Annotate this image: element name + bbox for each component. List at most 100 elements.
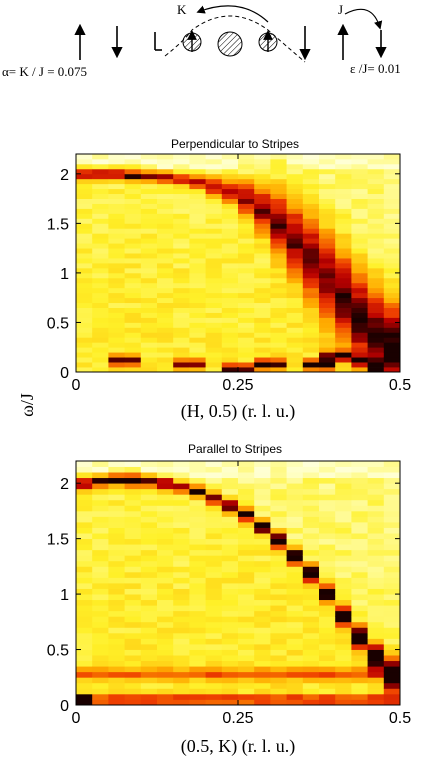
heatmap-cell bbox=[238, 494, 255, 501]
heatmap-cell bbox=[351, 477, 368, 484]
heatmap-cell bbox=[286, 522, 304, 528]
heatmap-cell bbox=[302, 677, 320, 684]
heatmap-cell bbox=[108, 571, 125, 578]
x-axis-label: (H, 0.5) (r. l. u.) bbox=[181, 401, 295, 422]
heatmap-cell bbox=[383, 154, 401, 160]
heatmap-cell bbox=[286, 666, 304, 673]
heatmap-cell bbox=[383, 560, 401, 567]
heatmap-cell bbox=[286, 505, 304, 512]
heatmap-cell bbox=[76, 488, 93, 495]
heatmap-cell bbox=[124, 472, 142, 479]
heatmap-cell bbox=[124, 168, 142, 175]
heatmap-cell bbox=[140, 312, 158, 318]
heatmap-cell bbox=[108, 527, 125, 534]
heatmap-cell bbox=[157, 357, 174, 363]
heatmap-cell bbox=[319, 154, 336, 160]
heatmap-cell bbox=[173, 154, 190, 160]
heatmap-cell bbox=[76, 317, 93, 323]
heatmap-cell bbox=[367, 322, 385, 328]
heatmap-cell bbox=[173, 223, 190, 229]
heatmap-cell bbox=[319, 178, 336, 185]
heatmap-cell bbox=[335, 583, 352, 589]
heatmap-cell bbox=[205, 337, 223, 343]
heatmap-cell bbox=[221, 302, 239, 308]
heatmap-cell bbox=[367, 168, 385, 175]
heatmap-cell bbox=[335, 594, 352, 601]
heatmap-cell bbox=[157, 466, 174, 473]
heatmap-cell bbox=[189, 322, 206, 328]
heatmap-cell bbox=[238, 538, 255, 545]
heatmap-cell bbox=[270, 198, 287, 204]
heatmap-cell bbox=[76, 168, 93, 175]
heatmap-cell bbox=[367, 163, 385, 170]
heatmap-cell bbox=[205, 599, 223, 606]
heatmap-cell bbox=[76, 660, 93, 667]
heatmap-cell bbox=[383, 660, 401, 667]
heatmap-cell bbox=[76, 322, 93, 328]
heatmap-cell bbox=[319, 610, 336, 617]
heatmap-cell bbox=[319, 588, 336, 595]
heatmap-cell bbox=[238, 233, 255, 239]
heatmap-cell bbox=[76, 228, 93, 234]
heatmap-cell bbox=[383, 198, 401, 204]
heatmap-cell bbox=[205, 671, 223, 678]
heatmap-cell bbox=[76, 208, 93, 214]
heatmap-cell bbox=[351, 466, 368, 473]
heatmap-cell bbox=[108, 248, 125, 254]
heatmap-cell bbox=[302, 292, 320, 299]
heatmap-cell bbox=[335, 307, 352, 313]
heatmap-cell bbox=[335, 178, 352, 185]
heatmap-cell bbox=[367, 277, 385, 284]
heatmap-cell bbox=[108, 494, 125, 501]
heatmap-cell bbox=[383, 277, 401, 284]
heatmap-cell bbox=[302, 644, 320, 650]
heatmap-cell bbox=[173, 616, 190, 623]
heatmap-cell bbox=[76, 461, 93, 467]
heatmap-cell bbox=[351, 483, 368, 490]
heatmap-cell bbox=[238, 228, 255, 234]
heatmap-cell bbox=[205, 677, 223, 684]
heatmap-cell bbox=[254, 527, 271, 534]
heatmap-cell bbox=[221, 483, 239, 490]
heatmap-cell bbox=[157, 461, 174, 467]
heatmap-cell bbox=[140, 327, 158, 333]
heatmap-cell bbox=[286, 312, 304, 318]
heatmap-cell bbox=[335, 297, 352, 304]
heatmap-cell bbox=[351, 367, 368, 373]
heatmap-cell bbox=[335, 263, 352, 269]
heatmap-cell bbox=[173, 599, 190, 606]
heatmap-cell bbox=[108, 549, 125, 556]
heatmap-cell bbox=[270, 699, 287, 706]
heatmap-cell bbox=[270, 466, 287, 473]
heatmap-cell bbox=[173, 461, 190, 467]
heatmap-cell bbox=[319, 566, 336, 573]
heatmap-cell bbox=[367, 510, 385, 517]
heatmap-cell bbox=[254, 218, 271, 224]
chart-title: Parallel to Stripes bbox=[188, 442, 282, 456]
heatmap-cell bbox=[254, 243, 271, 249]
heatmap-cell bbox=[173, 218, 190, 224]
heatmap-cell bbox=[108, 352, 125, 358]
heatmap-cell bbox=[221, 228, 239, 234]
heatmap-cell bbox=[205, 282, 223, 289]
heatmap-cell bbox=[173, 302, 190, 308]
heatmap-cell bbox=[383, 362, 401, 368]
heatmap-cell bbox=[270, 332, 287, 338]
heatmap-cell bbox=[124, 188, 142, 195]
heatmap-cell bbox=[124, 483, 142, 490]
heatmap-cell bbox=[108, 208, 125, 214]
heatmap-cell bbox=[92, 583, 109, 589]
heatmap-cell bbox=[302, 208, 320, 214]
heatmap-cell bbox=[319, 599, 336, 606]
heatmap-cell bbox=[124, 505, 142, 512]
heatmap-cell bbox=[254, 302, 271, 308]
heatmap-cell bbox=[335, 621, 352, 628]
heatmap-cell bbox=[108, 644, 125, 650]
heatmap-cell bbox=[383, 317, 401, 323]
heatmap-cell bbox=[157, 571, 174, 578]
x-tick-label: 0.5 bbox=[389, 710, 411, 727]
heatmap-cell bbox=[254, 577, 271, 584]
heatmap-cell bbox=[124, 477, 142, 484]
heatmap-cell bbox=[124, 213, 142, 219]
heatmap-cell bbox=[367, 638, 385, 645]
